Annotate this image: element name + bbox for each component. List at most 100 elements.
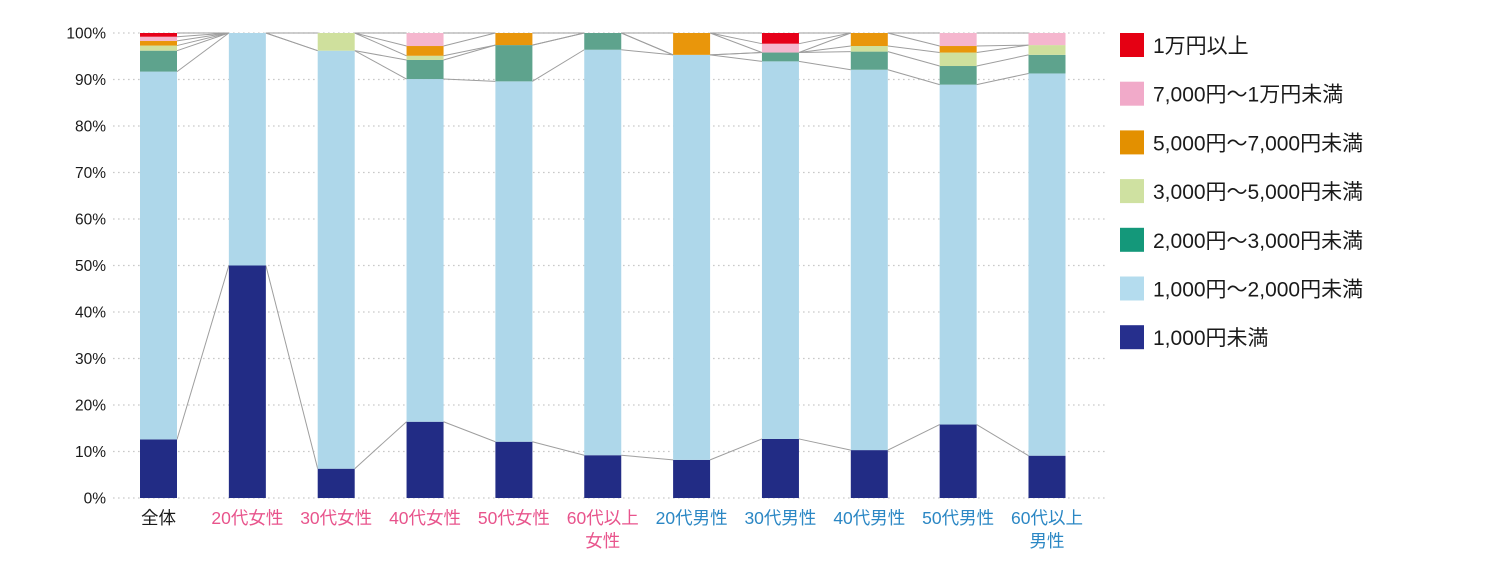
bar-segment — [406, 46, 444, 56]
y-axis-tick-label: 10% — [75, 444, 106, 461]
bar-segment — [140, 71, 177, 440]
bar-segment — [140, 50, 177, 72]
bar-segment — [761, 52, 799, 62]
series-connector-line — [976, 72, 1029, 86]
series-connector-line — [176, 32, 229, 47]
x-axis-category-label-line2: 女性 — [585, 531, 620, 551]
x-axis-category-label: 50代女性 — [478, 508, 550, 528]
series-connector-line — [532, 49, 585, 82]
series-connector-line — [798, 51, 851, 54]
bar-segment — [939, 424, 977, 498]
bar-segment — [850, 51, 888, 70]
bar-3 — [317, 33, 355, 498]
bar-segment — [1028, 73, 1066, 456]
bar-2 — [228, 33, 266, 498]
bar-segment — [939, 52, 977, 67]
bar-segment — [317, 468, 355, 498]
y-axis-tick-label: 100% — [66, 26, 106, 43]
bar-segment — [939, 84, 977, 425]
bar-segment — [761, 43, 799, 53]
y-axis-tick-label: 40% — [75, 305, 106, 322]
legend-item: 2,000円～3,000円未満 — [1120, 227, 1363, 253]
y-axis-tick-label: 20% — [75, 398, 106, 415]
bar-segment — [495, 33, 533, 46]
x-axis-category-label: 30代女性 — [300, 508, 372, 528]
bar-segment — [673, 459, 711, 498]
bar-segment — [140, 439, 177, 498]
x-axis-category-label: 20代男性 — [656, 508, 728, 528]
series-connector-line — [532, 32, 585, 46]
bar-segment — [761, 61, 799, 439]
series-connector-line — [621, 454, 674, 461]
series-connector-line — [176, 32, 230, 72]
bar-segment — [406, 421, 444, 498]
legend-swatch — [1120, 276, 1144, 301]
bar-segment — [673, 54, 711, 460]
x-axis-category-label: 20代女性 — [211, 508, 283, 528]
bar-segment — [939, 66, 977, 85]
series-connector-line — [976, 44, 1029, 54]
bar-10 — [939, 33, 977, 498]
series-connector-line — [176, 265, 230, 440]
series-connector-line — [354, 32, 407, 47]
bar-segment — [584, 49, 622, 456]
series-connector-line — [443, 78, 496, 82]
y-axis-tick-label: 80% — [75, 119, 106, 136]
series-connector-line — [176, 32, 229, 42]
series-connector-line — [265, 265, 319, 469]
series-connector-line — [887, 32, 940, 47]
series-connector-line — [443, 44, 496, 57]
bar-segment — [228, 265, 266, 498]
legend-label: 2,000円～3,000円未満 — [1153, 230, 1363, 253]
y-axis-tick-label: 90% — [75, 72, 106, 89]
legend-label: 1万円以上 — [1153, 35, 1249, 58]
bar-segment — [406, 79, 444, 422]
bar-segment — [140, 45, 177, 51]
legend-item: 7,000円～1万円未満 — [1120, 81, 1343, 107]
x-axis-category-label: 60代以上 — [567, 508, 639, 528]
y-axis-tick-label: 70% — [75, 165, 106, 182]
series-connector-line — [176, 32, 230, 52]
bar-segment — [850, 46, 888, 52]
legend-swatch — [1120, 130, 1144, 155]
bar-segment — [761, 33, 799, 44]
bar-segment — [317, 50, 355, 469]
series-connector-line — [887, 45, 940, 54]
y-axis-tick-label: 0% — [84, 491, 107, 508]
legend-label: 1,000円未満 — [1153, 327, 1269, 350]
legend-label: 7,000円～1万円未満 — [1153, 84, 1343, 107]
bar-segment — [495, 81, 533, 442]
x-axis-category-label: 40代女性 — [389, 508, 461, 528]
series-connector-line — [354, 421, 407, 470]
y-axis-tick-label: 50% — [75, 258, 106, 275]
bar-segment — [761, 438, 799, 498]
series-connector-line — [887, 424, 940, 451]
bar-segment — [140, 33, 177, 37]
series-connector-line — [621, 49, 674, 56]
legend-swatch — [1120, 33, 1144, 57]
series-connector-line — [798, 60, 851, 71]
legend-swatch — [1120, 179, 1144, 204]
series-connector-line — [709, 32, 763, 53]
bar-8 — [761, 33, 799, 498]
series-connector-line — [709, 438, 763, 461]
bar-7 — [673, 33, 711, 498]
legend-label: 1,000円～2,000円未満 — [1153, 279, 1363, 302]
series-connector-line — [798, 32, 851, 45]
legend-swatch — [1120, 325, 1144, 350]
bar-segment — [495, 45, 533, 82]
bar-5 — [495, 33, 533, 498]
bar-segment — [317, 33, 355, 51]
legend-item: 3,000円～5,000円未満 — [1120, 179, 1363, 204]
bar-segment — [1028, 45, 1066, 55]
legend-item: 1,000円未満 — [1120, 325, 1269, 350]
legend-item: 5,000円～7,000円未満 — [1120, 130, 1363, 155]
series-connector-line — [709, 32, 763, 45]
x-axis-category-label: 全体 — [141, 508, 176, 528]
bar-segment — [1028, 455, 1066, 498]
series-connector-line — [354, 32, 407, 57]
bar-segment — [1028, 54, 1066, 74]
bar-1 — [140, 33, 177, 498]
